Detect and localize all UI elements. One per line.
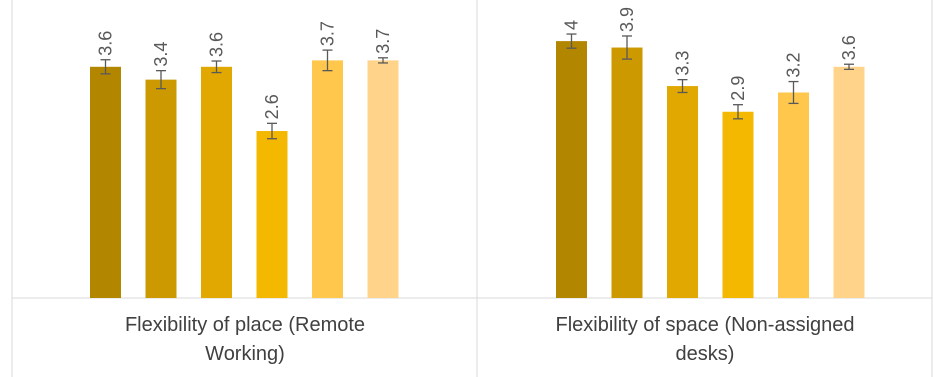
bar xyxy=(667,86,698,298)
bar xyxy=(833,66,865,298)
category-label: desks) xyxy=(676,343,735,365)
data-label: 3.9 xyxy=(617,7,637,32)
bar xyxy=(312,60,343,298)
data-label: 4 xyxy=(562,20,582,30)
bar xyxy=(611,47,643,299)
data-label: 2.6 xyxy=(262,94,282,119)
category-label: Working) xyxy=(205,343,285,365)
bar xyxy=(778,92,809,298)
bar xyxy=(556,41,587,298)
data-label: 3.6 xyxy=(839,35,859,60)
data-label: 3.4 xyxy=(151,42,171,67)
category-label: Flexibility of space (Non-assigned xyxy=(555,314,854,336)
bar xyxy=(256,131,288,298)
bar xyxy=(201,66,232,298)
chart-marks: 3.6 3.4 3.6 2.6 3.7 3.7 4 3.9 3.3 2.9 3.2 3.6 Flexib… xyxy=(90,7,865,365)
data-label: 3.2 xyxy=(784,53,804,78)
data-label: 3.7 xyxy=(373,29,393,54)
bar xyxy=(367,60,399,298)
bar xyxy=(722,111,754,298)
data-label: 3.7 xyxy=(318,21,338,46)
category-label: Flexibility of place (Remote xyxy=(125,314,365,336)
data-label: 3.6 xyxy=(96,31,116,56)
bar xyxy=(90,66,121,298)
data-label: 3.3 xyxy=(673,51,693,76)
data-label: 2.9 xyxy=(728,76,748,101)
data-label: 3.6 xyxy=(207,32,227,57)
bar xyxy=(145,79,177,299)
